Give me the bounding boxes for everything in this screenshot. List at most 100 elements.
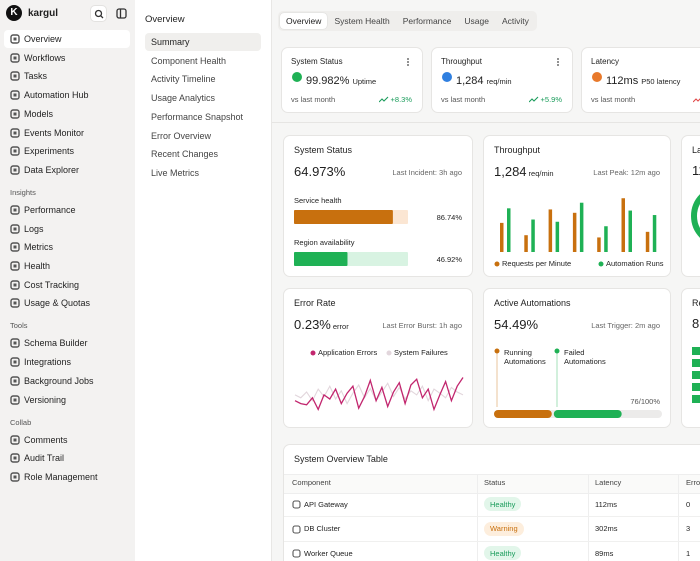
graphic bbox=[10, 279, 20, 290]
icon bbox=[13, 56, 17, 60]
nav-item[interactable]: Health bbox=[4, 257, 130, 275]
icon bbox=[10, 127, 20, 138]
icon bbox=[13, 264, 17, 268]
nav-item[interactable]: Cost Tracking bbox=[4, 276, 130, 294]
column-header: Erro bbox=[686, 478, 700, 487]
throughput-card: Throughput 1,284 req/min Last Peak: 12m ago… bbox=[483, 135, 671, 277]
tab[interactable]: System Health bbox=[334, 16, 390, 26]
icon bbox=[13, 131, 17, 134]
stat-unit: Uptime bbox=[352, 77, 377, 86]
status-badge: Healthy bbox=[484, 546, 522, 560]
graphic bbox=[494, 261, 500, 267]
nav-item[interactable]: Overview bbox=[4, 30, 130, 48]
subnav-item[interactable]: Activity Timeline bbox=[145, 70, 261, 88]
nav-item[interactable]: Versioning bbox=[4, 391, 130, 409]
legend-dot bbox=[598, 261, 604, 267]
nav-item[interactable]: Experiments bbox=[4, 142, 130, 160]
column-header: Status bbox=[484, 478, 506, 487]
nav-item[interactable]: Metrics bbox=[4, 238, 130, 256]
nav-label: Automation Hub bbox=[24, 90, 89, 101]
nav-item[interactable]: Background Jobs bbox=[4, 372, 130, 390]
active-automations-card: Active Automations 54.49% Last Trigger: 2m… bbox=[483, 288, 671, 428]
legend-dot bbox=[310, 350, 316, 356]
nav-item[interactable]: Role Management bbox=[4, 468, 130, 486]
graphic bbox=[10, 434, 20, 445]
search-button[interactable] bbox=[90, 5, 107, 22]
graphic bbox=[10, 394, 20, 405]
latency-card: La 11 bbox=[681, 135, 700, 277]
nav-label: Overview bbox=[24, 34, 62, 44]
nav-label: Integrations bbox=[24, 357, 72, 368]
nav-item[interactable]: Workflows bbox=[4, 49, 130, 67]
graphic bbox=[407, 58, 409, 66]
nav-item[interactable]: Integrations bbox=[4, 353, 130, 371]
subnav-item[interactable]: Error Overview bbox=[145, 127, 261, 145]
nav-item[interactable]: Tasks bbox=[4, 67, 130, 85]
menu-dot bbox=[407, 64, 409, 66]
mini-bar bbox=[692, 383, 700, 391]
icon bbox=[10, 338, 20, 349]
subnav-item[interactable]: Component Health bbox=[145, 52, 261, 70]
nav-item[interactable]: Data Explorer bbox=[4, 161, 130, 179]
tab[interactable]: Usage bbox=[464, 16, 489, 26]
icon bbox=[13, 341, 17, 345]
graphic bbox=[294, 210, 408, 224]
tab[interactable]: Activity bbox=[501, 16, 529, 26]
subnav-item[interactable]: Recent Changes bbox=[145, 145, 261, 163]
subnav-label: Usage Analytics bbox=[151, 93, 216, 104]
icon bbox=[10, 376, 20, 386]
card-value-row: 64.973% bbox=[294, 163, 345, 181]
card-note: Last Incident: 3h ago bbox=[392, 168, 462, 177]
cell: 0 bbox=[686, 499, 691, 509]
icon bbox=[10, 205, 20, 215]
nav-item[interactable]: Models bbox=[4, 105, 130, 123]
card-value: 54.49% bbox=[494, 317, 539, 332]
graphic bbox=[294, 252, 408, 266]
nav-item[interactable]: Performance bbox=[4, 201, 130, 219]
card-value: 1,284 bbox=[494, 164, 527, 179]
icon bbox=[10, 261, 20, 271]
nav-item[interactable]: Usage & Quotas bbox=[4, 294, 130, 312]
column-separator bbox=[678, 474, 679, 561]
graphic bbox=[292, 549, 301, 558]
nav-label: Models bbox=[24, 108, 54, 119]
tab[interactable]: Overview bbox=[280, 13, 328, 29]
icon bbox=[13, 149, 17, 153]
graphic bbox=[554, 348, 560, 407]
legend-label: Running Automations bbox=[504, 348, 546, 366]
tab[interactable]: Performance bbox=[402, 16, 452, 26]
nav-item[interactable]: Automation Hub bbox=[4, 86, 130, 104]
legend-dot bbox=[554, 348, 560, 354]
icon bbox=[13, 112, 17, 116]
nav-item[interactable]: Schema Builder bbox=[4, 334, 130, 352]
bar bbox=[604, 226, 608, 252]
bar bbox=[621, 198, 625, 252]
stat-compare: vs last month bbox=[591, 95, 636, 104]
sidebar-toggle[interactable] bbox=[113, 5, 130, 22]
subnav-label: Performance Snapshot bbox=[151, 111, 244, 122]
graphic bbox=[592, 72, 602, 82]
subnav-item[interactable]: Usage Analytics bbox=[145, 89, 261, 107]
status-badge: Healthy bbox=[484, 497, 522, 511]
nav-item[interactable]: Comments bbox=[4, 431, 130, 449]
nav-item[interactable]: Events Monitor bbox=[4, 124, 130, 142]
subnav-item[interactable]: Performance Snapshot bbox=[145, 108, 261, 126]
card-value-row: 1,284 req/min bbox=[494, 163, 554, 181]
table-card: System Overview Table Component Status Late… bbox=[283, 444, 700, 561]
graphic bbox=[10, 338, 20, 349]
subnav-item[interactable]: Summary bbox=[145, 33, 261, 51]
bar bbox=[628, 210, 632, 252]
icon bbox=[10, 242, 20, 252]
progress-segment bbox=[553, 410, 622, 418]
nav-item[interactable]: Audit Trail bbox=[4, 449, 130, 467]
icon bbox=[10, 394, 20, 405]
icon bbox=[13, 475, 17, 479]
nav-item[interactable]: Logs bbox=[4, 220, 130, 238]
ring bbox=[691, 194, 700, 238]
nav-label: Performance bbox=[24, 204, 76, 215]
nav-label: Health bbox=[24, 261, 51, 271]
nav-label: Background Jobs bbox=[24, 375, 94, 386]
subnav-item[interactable]: Live Metrics bbox=[145, 164, 261, 182]
icon bbox=[10, 472, 20, 482]
